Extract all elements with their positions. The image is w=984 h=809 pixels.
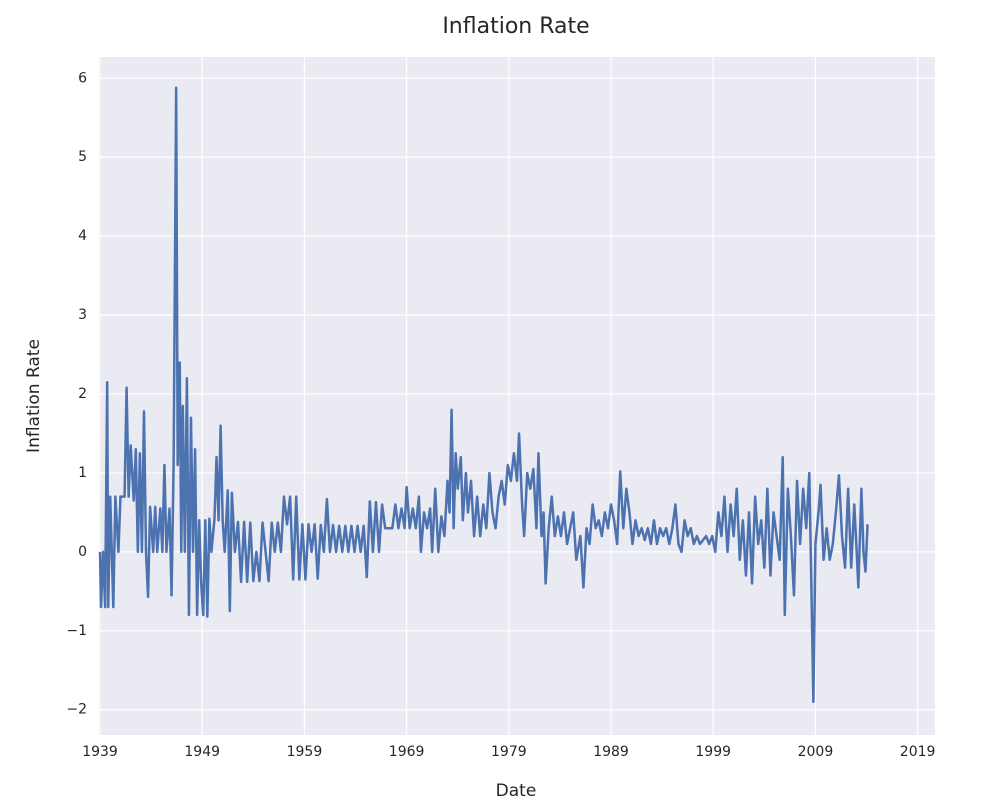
y-tick-label: 1 bbox=[78, 465, 87, 481]
y-tick-label: 4 bbox=[78, 228, 87, 244]
chart-title: Inflation Rate bbox=[442, 14, 589, 39]
y-tick-label: 5 bbox=[78, 149, 87, 165]
x-tick-label: 2019 bbox=[900, 744, 936, 760]
y-tick-label: 2 bbox=[78, 386, 87, 402]
x-tick-label: 1979 bbox=[491, 744, 527, 760]
y-tick-label: 0 bbox=[78, 544, 87, 560]
x-axis-label: Date bbox=[496, 781, 537, 801]
x-tick-label: 1989 bbox=[593, 744, 629, 760]
y-tick-label: 6 bbox=[78, 70, 87, 86]
x-tick-label: 1939 bbox=[82, 744, 118, 760]
data-line bbox=[98, 86, 869, 704]
y-tick-label: 3 bbox=[78, 307, 87, 323]
x-tick-label: 1969 bbox=[389, 744, 425, 760]
x-tick-label: 1999 bbox=[695, 744, 731, 760]
x-tick-label: 1959 bbox=[287, 744, 323, 760]
plot-area bbox=[99, 57, 935, 735]
y-tick-label: −1 bbox=[66, 623, 87, 639]
x-tick-label: 1949 bbox=[184, 744, 220, 760]
y-tick-label: −2 bbox=[66, 702, 87, 718]
x-tick-label: 2009 bbox=[798, 744, 834, 760]
y-axis-label: Inflation Rate bbox=[24, 339, 44, 453]
